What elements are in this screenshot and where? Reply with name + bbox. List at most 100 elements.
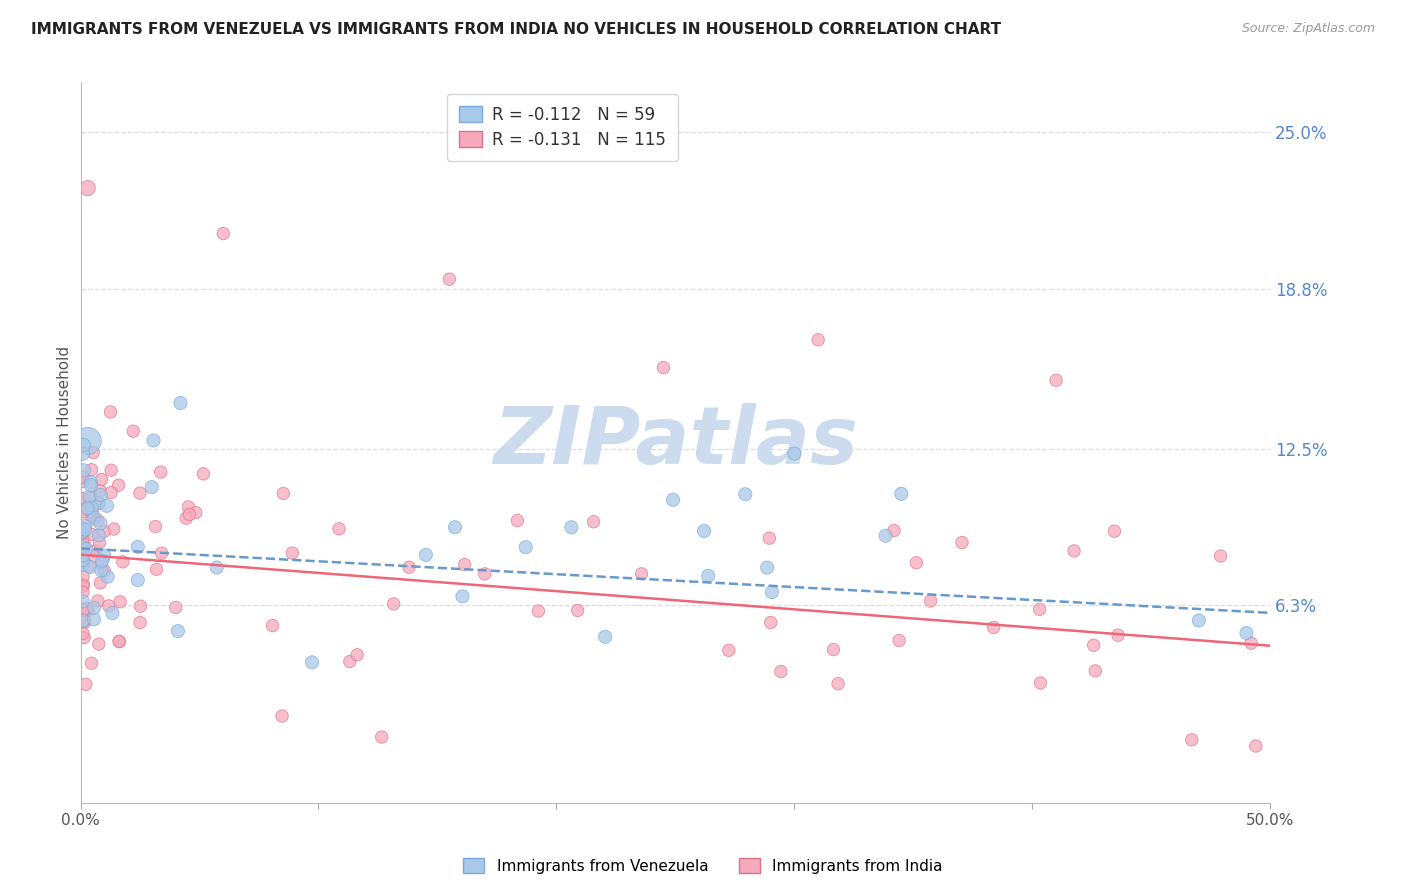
Point: [72, 526, 94, 541]
Point: [72, 585, 94, 599]
Point: [73, 523, 96, 537]
Point: [72, 447, 94, 461]
Point: [756, 560, 779, 574]
Point: [127, 573, 149, 587]
Point: [80, 475, 103, 490]
Point: [100, 485, 122, 500]
Legend: Immigrants from Venezuela, Immigrants from India: Immigrants from Venezuela, Immigrants fr…: [457, 852, 949, 880]
Point: [72, 475, 94, 489]
Point: [89, 576, 111, 591]
Point: [80, 500, 103, 515]
Point: [73, 463, 96, 477]
Point: [271, 709, 294, 723]
Point: [807, 333, 830, 347]
Point: [72, 569, 94, 583]
Point: [87, 637, 110, 651]
Point: [72, 470, 94, 484]
Point: [72, 577, 94, 591]
Point: [883, 524, 905, 538]
Point: [83, 600, 105, 615]
Point: [169, 396, 191, 410]
Point: [76, 434, 98, 448]
Point: [96, 499, 118, 513]
Point: [262, 618, 284, 632]
Point: [1244, 739, 1267, 753]
Point: [560, 520, 582, 534]
Point: [887, 633, 910, 648]
Point: [89, 483, 111, 498]
Point: [72, 541, 94, 556]
Point: [761, 585, 783, 599]
Point: [1240, 636, 1263, 650]
Point: [527, 604, 550, 618]
Point: [89, 535, 111, 549]
Point: [108, 634, 131, 648]
Point: [72, 521, 94, 535]
Point: [193, 467, 215, 481]
Point: [593, 630, 616, 644]
Point: [90, 473, 112, 487]
Point: [149, 465, 172, 479]
Y-axis label: No Vehicles in Household: No Vehicles in Household: [58, 345, 72, 539]
Point: [75, 542, 97, 557]
Point: [212, 227, 235, 241]
Point: [415, 548, 437, 562]
Point: [451, 590, 474, 604]
Point: [101, 606, 124, 620]
Point: [91, 554, 114, 568]
Point: [1107, 628, 1129, 642]
Point: [73, 538, 96, 552]
Point: [145, 519, 167, 533]
Point: [72, 558, 94, 572]
Point: [72, 626, 94, 640]
Point: [142, 434, 165, 448]
Text: Source: ZipAtlas.com: Source: ZipAtlas.com: [1241, 22, 1375, 36]
Point: [273, 486, 295, 500]
Point: [1028, 602, 1050, 616]
Point: [122, 424, 145, 438]
Point: [72, 603, 94, 617]
Point: [1104, 524, 1126, 538]
Point: [80, 527, 103, 541]
Point: [281, 546, 304, 560]
Point: [950, 535, 973, 549]
Point: [83, 510, 105, 524]
Point: [79, 478, 101, 492]
Point: [100, 463, 122, 477]
Point: [567, 603, 589, 617]
Point: [77, 559, 100, 574]
Point: [108, 595, 131, 609]
Point: [205, 560, 228, 574]
Point: [346, 648, 368, 662]
Point: [717, 643, 740, 657]
Point: [76, 501, 98, 516]
Point: [89, 516, 111, 531]
Point: [515, 540, 537, 554]
Point: [444, 520, 467, 534]
Point: [73, 631, 96, 645]
Point: [82, 549, 104, 563]
Point: [73, 614, 96, 628]
Point: [72, 524, 94, 539]
Point: [80, 463, 103, 477]
Point: [1236, 626, 1258, 640]
Text: IMMIGRANTS FROM VENEZUELA VS IMMIGRANTS FROM INDIA NO VEHICLES IN HOUSEHOLD CORR: IMMIGRANTS FROM VENEZUELA VS IMMIGRANTS …: [31, 22, 1001, 37]
Point: [662, 492, 685, 507]
Point: [890, 487, 912, 501]
Point: [920, 594, 942, 608]
Point: [339, 655, 361, 669]
Point: [582, 515, 605, 529]
Point: [87, 496, 110, 510]
Point: [769, 665, 792, 679]
Point: [1063, 544, 1085, 558]
Point: [90, 563, 112, 577]
Point: [983, 620, 1005, 634]
Point: [177, 500, 200, 514]
Point: [167, 624, 190, 638]
Point: [301, 656, 323, 670]
Point: [453, 558, 475, 572]
Point: [174, 511, 197, 525]
Point: [827, 677, 849, 691]
Point: [72, 533, 94, 548]
Point: [758, 531, 780, 545]
